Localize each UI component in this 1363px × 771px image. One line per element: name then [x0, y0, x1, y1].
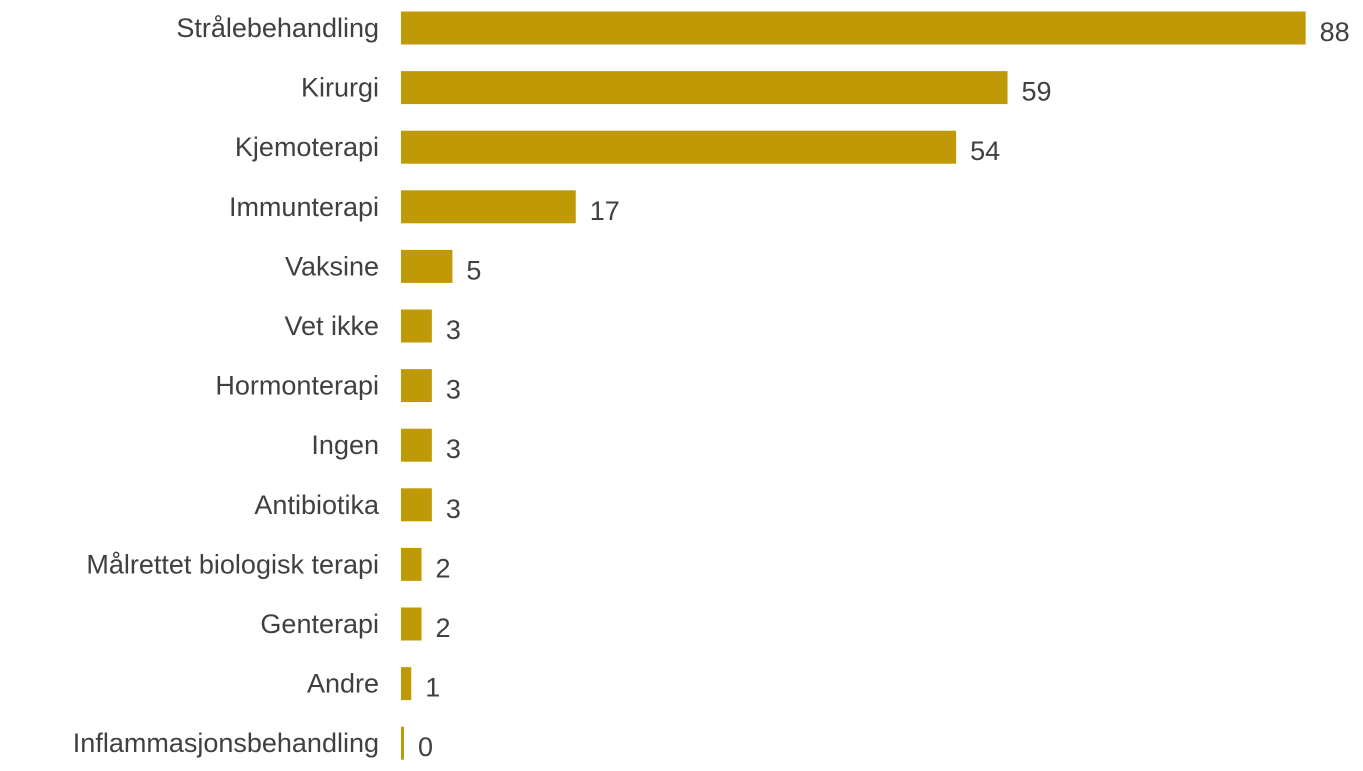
category-label: Kjemoterapi [235, 132, 379, 162]
bar [401, 130, 957, 164]
category-labels: Strålebehandling Kirurgi Kjemoterapi Immunt… [73, 13, 380, 758]
value-label: 3 [446, 375, 461, 405]
value-label: 3 [446, 315, 461, 345]
category-label: Antibiotika [254, 490, 380, 520]
value-label: 2 [436, 553, 451, 583]
bar [401, 726, 404, 760]
category-label: Strålebehandling [176, 13, 379, 43]
bar [401, 190, 576, 224]
value-label: 2 [436, 613, 451, 643]
value-label: 17 [590, 196, 620, 226]
bar [401, 249, 453, 283]
bar [401, 607, 422, 641]
category-label: Hormonterapi [215, 371, 379, 401]
value-label: 0 [418, 732, 433, 762]
category-label: Genterapi [260, 609, 379, 639]
value-label: 3 [446, 494, 461, 524]
category-label: Kirurgi [301, 73, 379, 103]
category-label: Målrettet biologisk terapi [86, 549, 379, 579]
bar [401, 309, 432, 343]
value-label: 88 [1320, 17, 1350, 47]
bar [401, 428, 432, 462]
value-label: 54 [970, 136, 1000, 166]
bar [401, 547, 422, 581]
bar [401, 71, 1008, 105]
bar [401, 369, 432, 403]
category-label: Andre [307, 669, 379, 699]
category-label: Immunterapi [229, 192, 379, 222]
bar [401, 488, 432, 522]
category-label: Ingen [311, 430, 379, 460]
bar [401, 11, 1306, 45]
value-label: 59 [1022, 77, 1052, 107]
bars [401, 11, 1306, 760]
value-label: 1 [425, 673, 440, 703]
bar [401, 667, 412, 701]
value-label: 3 [446, 434, 461, 464]
category-label: Vet ikke [284, 311, 379, 341]
value-label: 5 [466, 255, 481, 285]
category-label: Vaksine [285, 251, 379, 281]
category-label: Inflammasjonsbehandling [73, 728, 379, 758]
